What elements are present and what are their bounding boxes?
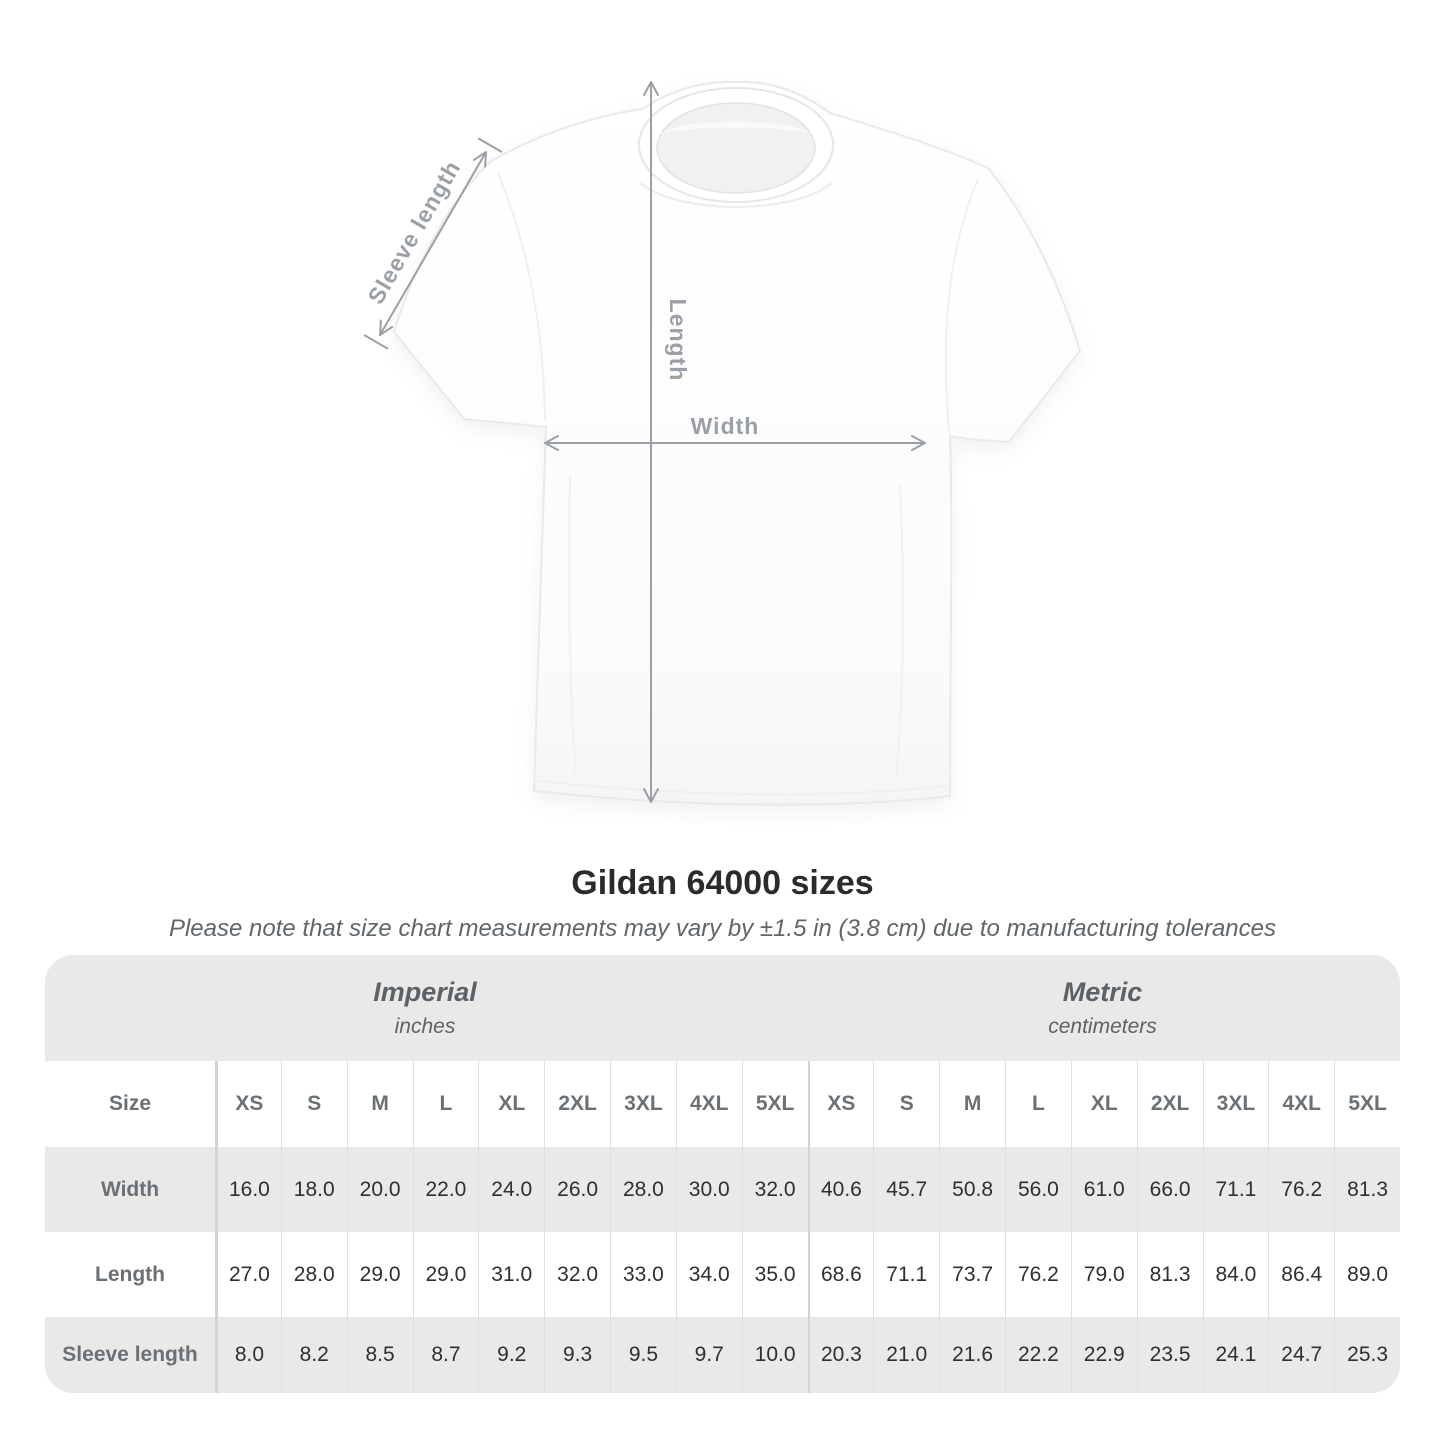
cell-sleeve-length-imperial-xl: 9.2 bbox=[478, 1317, 545, 1393]
unit-header-band: Imperial inches Metric centimeters bbox=[45, 955, 1400, 1061]
collar-stitch bbox=[639, 182, 833, 208]
size-header-metric-m: M bbox=[939, 1061, 1005, 1147]
cell-width-imperial-s: 18.0 bbox=[280, 1147, 347, 1232]
cell-sleeve-length-metric-3xl: 24.1 bbox=[1202, 1317, 1269, 1393]
size-column-header: Size bbox=[45, 1061, 215, 1147]
size-header-imperial-3xl: 3XL bbox=[610, 1061, 676, 1147]
cell-length-metric-l: 76.2 bbox=[1005, 1232, 1071, 1317]
cell-length-imperial-2xl: 32.0 bbox=[544, 1232, 610, 1317]
cell-sleeve-length-metric-xs: 20.3 bbox=[807, 1317, 874, 1393]
cell-sleeve-length-imperial-m: 8.5 bbox=[346, 1317, 413, 1393]
metric-header: Metric centimeters bbox=[805, 955, 1400, 1061]
cell-sleeve-length-metric-4xl: 24.7 bbox=[1268, 1317, 1335, 1393]
cell-sleeve-length-metric-xl: 22.9 bbox=[1070, 1317, 1137, 1393]
cell-width-imperial-5xl: 32.0 bbox=[741, 1147, 808, 1232]
row-label-sleeve-length: Sleeve length bbox=[45, 1317, 215, 1393]
cell-length-imperial-4xl: 34.0 bbox=[675, 1232, 742, 1317]
cell-sleeve-length-imperial-3xl: 9.5 bbox=[610, 1317, 676, 1393]
cell-length-metric-5xl: 89.0 bbox=[1334, 1232, 1400, 1317]
cell-width-metric-l: 56.0 bbox=[1005, 1147, 1071, 1232]
size-table: Imperial inches Metric centimeters Size X… bbox=[45, 955, 1400, 1393]
cell-sleeve-length-metric-5xl: 25.3 bbox=[1334, 1317, 1400, 1393]
cell-sleeve-length-imperial-s: 8.2 bbox=[280, 1317, 347, 1393]
length-label: Length bbox=[665, 299, 691, 382]
cell-width-metric-xs: 40.6 bbox=[807, 1147, 874, 1232]
cell-length-metric-2xl: 81.3 bbox=[1136, 1232, 1203, 1317]
cell-sleeve-length-imperial-5xl: 10.0 bbox=[741, 1317, 808, 1393]
size-header-metric-2xl: 2XL bbox=[1136, 1061, 1203, 1147]
cell-length-metric-xs: 68.6 bbox=[807, 1232, 874, 1317]
size-header-metric-4xl: 4XL bbox=[1268, 1061, 1335, 1147]
cell-width-imperial-xl: 24.0 bbox=[478, 1147, 545, 1232]
size-header-metric-5xl: 5XL bbox=[1334, 1061, 1400, 1147]
cell-sleeve-length-metric-2xl: 23.5 bbox=[1136, 1317, 1203, 1393]
size-header-imperial-m: M bbox=[346, 1061, 413, 1147]
size-header-metric-s: S bbox=[873, 1061, 940, 1147]
cell-width-metric-5xl: 81.3 bbox=[1334, 1147, 1400, 1232]
cell-length-metric-m: 73.7 bbox=[939, 1232, 1005, 1317]
cell-width-imperial-4xl: 30.0 bbox=[675, 1147, 742, 1232]
cell-length-imperial-l: 29.0 bbox=[412, 1232, 479, 1317]
imperial-header: Imperial inches bbox=[45, 955, 805, 1061]
cell-width-metric-4xl: 76.2 bbox=[1268, 1147, 1335, 1232]
tshirt-measurement-figure: Length Width Sleeve length bbox=[340, 55, 1110, 825]
size-header-metric-xs: XS bbox=[807, 1061, 874, 1147]
cell-width-imperial-m: 20.0 bbox=[346, 1147, 413, 1232]
cell-width-imperial-l: 22.0 bbox=[412, 1147, 479, 1232]
cell-length-imperial-xs: 27.0 bbox=[215, 1232, 281, 1317]
size-header-imperial-s: S bbox=[280, 1061, 347, 1147]
size-header-imperial-2xl: 2XL bbox=[544, 1061, 610, 1147]
cell-width-imperial-xs: 16.0 bbox=[215, 1147, 281, 1232]
imperial-title: Imperial bbox=[373, 977, 477, 1007]
size-header-imperial-xl: XL bbox=[478, 1061, 545, 1147]
imperial-unit: inches bbox=[394, 1015, 456, 1038]
size-header-metric-xl: XL bbox=[1070, 1061, 1137, 1147]
tolerance-note: Please note that size chart measurements… bbox=[168, 915, 1277, 942]
size-header-imperial-4xl: 4XL bbox=[675, 1061, 742, 1147]
cell-sleeve-length-imperial-l: 8.7 bbox=[412, 1317, 479, 1393]
cell-sleeve-length-imperial-xs: 8.0 bbox=[215, 1317, 281, 1393]
cell-width-metric-s: 45.7 bbox=[873, 1147, 940, 1232]
cell-sleeve-length-imperial-2xl: 9.3 bbox=[544, 1317, 610, 1393]
size-header-imperial-xs: XS bbox=[215, 1061, 281, 1147]
cell-sleeve-length-metric-m: 21.6 bbox=[939, 1317, 1005, 1393]
row-label-length: Length bbox=[45, 1232, 215, 1317]
width-arrow bbox=[544, 435, 926, 451]
cell-sleeve-length-imperial-4xl: 9.7 bbox=[675, 1317, 742, 1393]
size-header-metric-3xl: 3XL bbox=[1202, 1061, 1269, 1147]
cell-length-metric-s: 71.1 bbox=[873, 1232, 940, 1317]
collar-back bbox=[660, 121, 812, 135]
cell-sleeve-length-metric-s: 21.0 bbox=[873, 1317, 940, 1393]
sleeve-length-arrow bbox=[363, 137, 503, 350]
cell-width-imperial-2xl: 26.0 bbox=[544, 1147, 610, 1232]
page-title: Gildan 64000 sizes bbox=[571, 863, 874, 902]
cell-length-metric-4xl: 86.4 bbox=[1268, 1232, 1335, 1317]
metric-title: Metric bbox=[1062, 977, 1143, 1007]
cell-length-imperial-xl: 31.0 bbox=[478, 1232, 545, 1317]
cell-width-metric-xl: 61.0 bbox=[1070, 1147, 1137, 1232]
collar-opening bbox=[656, 102, 816, 194]
cell-width-metric-m: 50.8 bbox=[939, 1147, 1005, 1232]
size-header-metric-l: L bbox=[1005, 1061, 1071, 1147]
cell-length-metric-xl: 79.0 bbox=[1070, 1232, 1137, 1317]
size-header-imperial-l: L bbox=[412, 1061, 479, 1147]
cell-width-metric-2xl: 66.0 bbox=[1136, 1147, 1203, 1232]
width-label: Width bbox=[691, 413, 760, 439]
cell-length-imperial-m: 29.0 bbox=[346, 1232, 413, 1317]
cell-length-imperial-5xl: 35.0 bbox=[741, 1232, 808, 1317]
cell-length-imperial-3xl: 33.0 bbox=[610, 1232, 676, 1317]
size-table-grid: Size XS S M L XL 2XL 3XL 4XL 5XL XS S M L XL 2XL 3XL 4XL 5… bbox=[45, 1061, 1400, 1393]
row-label-width: Width bbox=[45, 1147, 215, 1232]
cell-length-imperial-s: 28.0 bbox=[280, 1232, 347, 1317]
cell-sleeve-length-metric-l: 22.2 bbox=[1005, 1317, 1071, 1393]
tshirt-figure-svg: Length Width Sleeve length bbox=[362, 80, 1082, 806]
size-header-imperial-5xl: 5XL bbox=[741, 1061, 808, 1147]
cell-width-metric-3xl: 71.1 bbox=[1202, 1147, 1269, 1232]
metric-unit: centimeters bbox=[1048, 1015, 1157, 1038]
cell-width-imperial-3xl: 28.0 bbox=[610, 1147, 676, 1232]
cell-length-metric-3xl: 84.0 bbox=[1202, 1232, 1269, 1317]
